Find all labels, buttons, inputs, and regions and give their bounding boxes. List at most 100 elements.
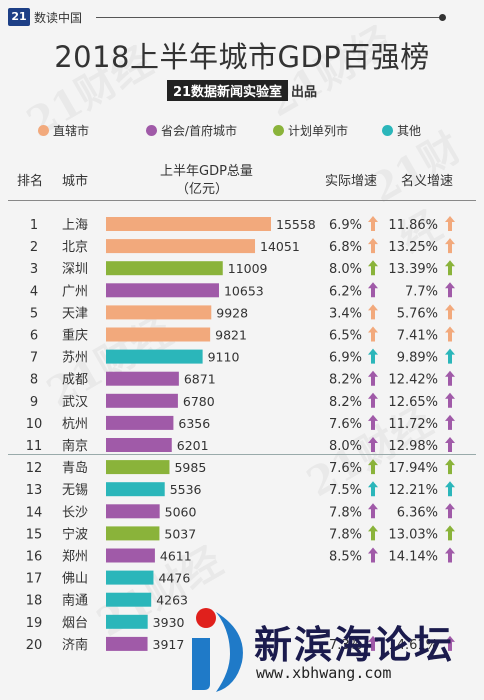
gdp-value-label: 4611 — [160, 549, 192, 564]
real-growth-arrow-icon — [368, 216, 378, 231]
nominal-growth-label: 5.76% — [397, 306, 438, 321]
rank-label: 11 — [26, 439, 43, 454]
nominal-growth-arrow-icon — [445, 238, 455, 254]
gdp-bar — [106, 217, 271, 231]
subtitle-tail: 出品 — [291, 85, 318, 100]
gdp-value-label: 10653 — [224, 283, 264, 298]
real-growth-label: 8.5% — [329, 550, 362, 565]
nominal-growth-arrow-icon — [445, 525, 455, 541]
city-label: 成都 — [62, 373, 88, 388]
real-growth-label: 8.0% — [329, 439, 362, 454]
city-label: 长沙 — [62, 505, 88, 520]
gdp-value-label: 5985 — [174, 460, 206, 475]
real-growth-arrow-icon — [368, 392, 378, 408]
nominal-growth-label: 6.36% — [397, 505, 438, 520]
header-divider — [8, 200, 476, 201]
gdp-value-label: 6780 — [183, 394, 215, 409]
nominal-growth-label: 7.41% — [397, 329, 438, 344]
rank-label: 5 — [30, 306, 38, 321]
gdp-value-label: 9110 — [208, 350, 240, 365]
row-separator — [8, 454, 476, 455]
col-gdp-unit: （亿元） — [176, 182, 229, 197]
city-label: 南通 — [62, 593, 88, 609]
real-growth-label: 6.9% — [329, 351, 362, 366]
rank-label: 2 — [30, 240, 38, 255]
legend-item: 直辖市 — [38, 122, 89, 139]
site-logo-icon — [192, 608, 243, 692]
gdp-value-label: 4476 — [158, 571, 190, 586]
city-label: 青岛 — [62, 460, 88, 476]
real-growth-arrow-icon — [368, 635, 378, 651]
nominal-growth-arrow-icon — [445, 503, 455, 519]
nominal-growth-arrow-icon — [445, 481, 455, 497]
col-gdp-header: 上半年GDP总量 — [160, 164, 253, 179]
rank-label: 8 — [30, 373, 38, 388]
real-growth-label: 6.9% — [329, 218, 362, 233]
rank-label: 17 — [26, 572, 43, 587]
nominal-growth-label: 12.21% — [388, 483, 438, 498]
legend-item: 其他 — [382, 122, 421, 139]
site-name: 新滨海论坛 — [254, 623, 455, 667]
top-dot — [439, 14, 446, 21]
gdp-value-label: 14051 — [260, 239, 300, 254]
gdp-bar — [106, 349, 203, 364]
legend-label: 其他 — [397, 124, 422, 138]
rank-label: 7 — [30, 351, 38, 366]
city-label: 北京 — [62, 240, 88, 255]
city-label: 天津 — [62, 306, 88, 321]
nominal-growth-label: 14.14% — [388, 550, 438, 565]
city-label: 上海 — [62, 218, 88, 233]
gdp-bar — [106, 438, 172, 452]
nominal-growth-label: 12.98% — [388, 439, 438, 454]
gdp-value-label: 4263 — [156, 593, 188, 608]
real-growth-label: 6.5% — [329, 329, 362, 344]
city-label: 广州 — [62, 284, 88, 299]
rank-label: 20 — [26, 638, 43, 653]
real-growth-label: 7.6% — [329, 461, 362, 476]
rank-label: 19 — [26, 616, 43, 631]
gdp-value-label: 9928 — [216, 305, 248, 320]
gdp-bar — [106, 393, 178, 408]
gdp-bar — [106, 636, 148, 651]
legend-swatch — [273, 125, 284, 136]
rank-label: 12 — [26, 461, 43, 476]
nominal-growth-label: 11.86% — [388, 218, 438, 233]
real-growth-label: 7.5% — [329, 483, 362, 498]
nominal-growth-arrow-icon — [445, 459, 455, 475]
real-growth-arrow-icon — [368, 414, 378, 430]
real-growth-arrow-icon — [368, 326, 378, 342]
city-label: 佛山 — [62, 572, 88, 587]
gdp-value-label: 5060 — [165, 504, 197, 519]
nominal-growth-label: 12.42% — [388, 373, 438, 388]
rank-label: 9 — [30, 395, 38, 410]
rank-label: 6 — [30, 329, 38, 344]
real-growth-label: 3.4% — [329, 306, 362, 321]
real-growth-arrow-icon — [368, 503, 378, 519]
real-growth-arrow-icon — [368, 525, 378, 541]
legend: 直辖市 省会/首府城市 计划单列市 其他 — [0, 122, 484, 140]
nominal-growth-arrow-icon — [445, 370, 455, 386]
real-growth-label: 7.6% — [329, 417, 362, 432]
col-city-header: 城市 — [62, 174, 89, 189]
real-growth-arrow-icon — [368, 282, 378, 298]
col-nominal-header: 名义增速 — [401, 174, 454, 189]
nominal-growth-label: 14.61% — [388, 638, 438, 653]
city-label: 无锡 — [62, 483, 88, 498]
nominal-growth-arrow-icon — [445, 547, 455, 563]
city-label: 济南 — [62, 637, 88, 653]
gdp-value-label: 9821 — [215, 328, 247, 343]
nominal-growth-arrow-icon — [445, 348, 455, 364]
real-growth-label: 6.8% — [329, 240, 362, 255]
real-growth-label: 7.3% — [329, 638, 362, 653]
gdp-bar — [106, 614, 148, 629]
page-title: 2018上半年城市GDP百强榜 — [54, 40, 430, 74]
legend-label: 计划单列市 — [288, 124, 349, 138]
legend-item: 省会/首府城市 — [146, 122, 237, 139]
city-label: 烟台 — [62, 616, 88, 631]
rank-label: 4 — [30, 284, 38, 299]
nominal-growth-arrow-icon — [445, 260, 455, 276]
rank-label: 16 — [26, 550, 43, 565]
gdp-bar — [106, 570, 154, 585]
gdp-value-label: 11009 — [228, 261, 268, 276]
